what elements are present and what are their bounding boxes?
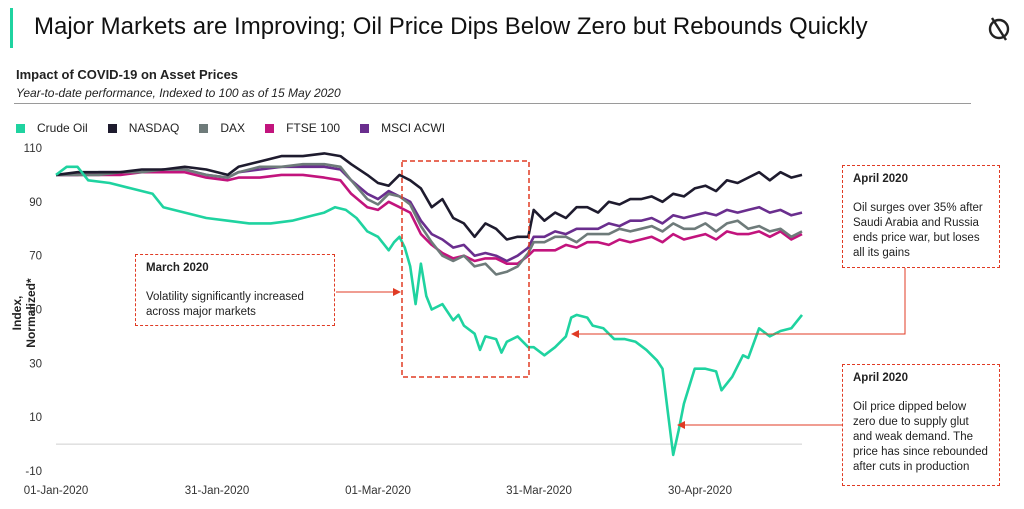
title-accent-bar xyxy=(10,8,13,48)
legend-label: MSCI ACWI xyxy=(381,121,446,135)
x-tick-label: 31-Mar-2020 xyxy=(506,485,572,497)
legend-label: FTSE 100 xyxy=(286,121,341,135)
legend-item-nasdaq: NASDAQ xyxy=(107,121,180,135)
callout-text: Oil surges over 35% after Saudi Arabia a… xyxy=(853,202,983,259)
legend-label: NASDAQ xyxy=(128,121,180,135)
series-line-msci-acwi xyxy=(56,165,803,263)
callout-title: April 2020 xyxy=(853,372,908,384)
page-title: Major Markets are Improving; Oil Price D… xyxy=(34,13,868,40)
callout-march-2020: March 2020 Volatility significantly incr… xyxy=(135,254,335,326)
callout-april-2020-surge: April 2020 Oil surges over 35% after Sau… xyxy=(842,165,1000,268)
chart-title: Impact of COVID-19 on Asset Prices xyxy=(16,67,239,82)
y-tick-label: 50 xyxy=(29,305,42,317)
legend-swatch xyxy=(265,123,275,133)
legend-swatch xyxy=(16,123,25,133)
legend-label: DAX xyxy=(220,121,246,135)
callout-title: March 2020 xyxy=(146,262,209,274)
series-line-dax xyxy=(56,162,803,276)
x-tick-label: 01-Jan-2020 xyxy=(24,485,89,497)
march-volatility-highlight-box xyxy=(401,160,530,378)
callout-text: Oil price dipped below zero due to suppl… xyxy=(853,401,988,473)
legend-swatch xyxy=(199,123,209,133)
legend-swatch xyxy=(360,123,370,133)
legend-item-msci-acwi: MSCI ACWI xyxy=(360,121,445,135)
series-line-nasdaq xyxy=(55,152,803,241)
circle-slash-logo-icon xyxy=(988,17,1010,41)
y-tick-label: 30 xyxy=(29,358,42,370)
y-tick-label: 70 xyxy=(29,251,42,263)
y-tick-label: 90 xyxy=(29,197,42,209)
x-tick-label: 31-Jan-2020 xyxy=(185,485,250,497)
chart-legend: Crude Oil NASDAQ DAX FTSE 100 MSCI ACWI xyxy=(16,121,465,135)
chart-subtitle: Year-to-date performance, Indexed to 100… xyxy=(16,86,341,100)
legend-item-dax: DAX xyxy=(199,121,245,135)
y-tick-label: 110 xyxy=(24,143,42,155)
x-tick-label: 01-Mar-2020 xyxy=(345,485,411,497)
legend-item-crude-oil: Crude Oil xyxy=(16,121,88,135)
y-tick-label: -10 xyxy=(25,466,42,478)
callout-april-2020-dip: April 2020 Oil price dipped below zero d… xyxy=(842,364,1000,486)
legend-swatch xyxy=(107,123,117,133)
header-divider xyxy=(14,103,971,104)
legend-label: Crude Oil xyxy=(37,121,88,135)
series-line-crude-oil xyxy=(55,165,804,457)
callout-text: Volatility significantly increased acros… xyxy=(146,291,304,318)
y-tick-label: 10 xyxy=(29,412,42,424)
callout-title: April 2020 xyxy=(853,173,908,185)
x-tick-label: 30-Apr-2020 xyxy=(668,485,732,497)
series-line-ftse-100 xyxy=(56,170,803,265)
arrow-april-surge-callout xyxy=(571,268,906,338)
legend-item-ftse-100: FTSE 100 xyxy=(265,121,340,135)
